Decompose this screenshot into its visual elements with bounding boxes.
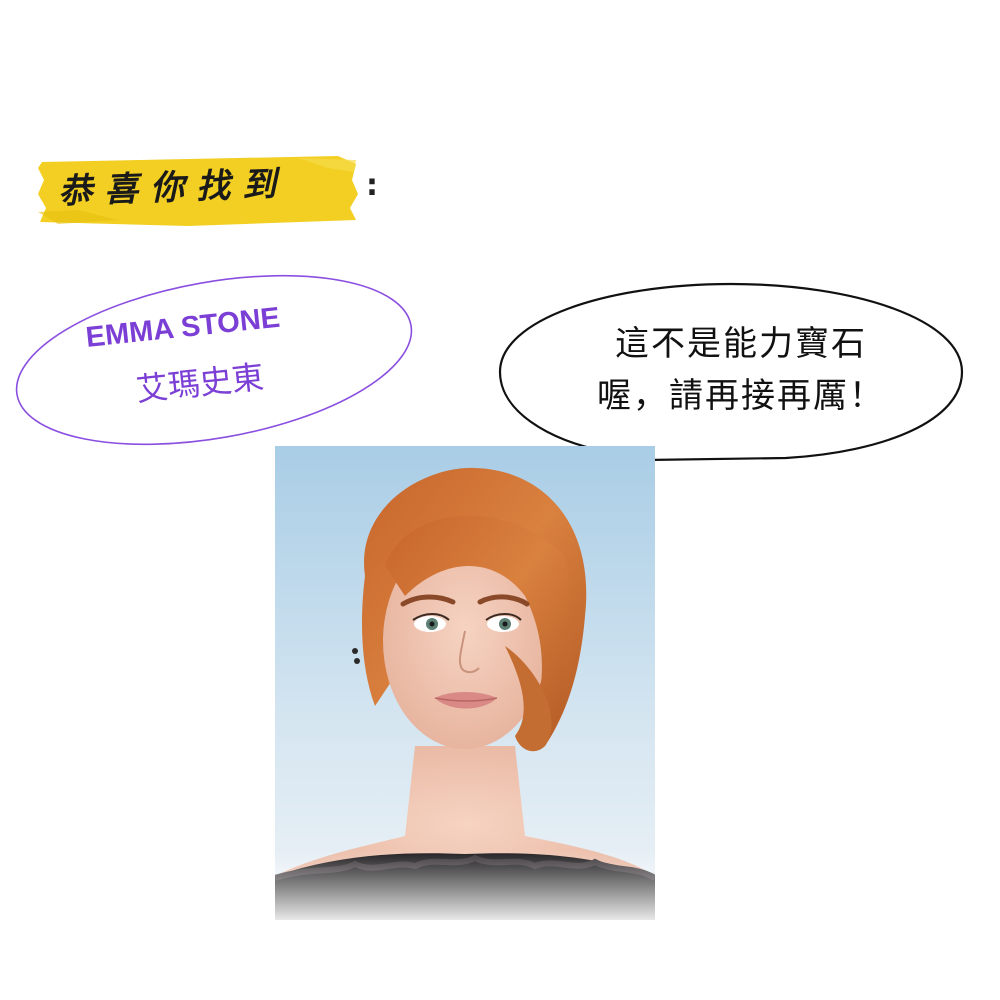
speech-line-1: 這不是能力寶石 <box>615 324 867 364</box>
title-colon: : <box>366 168 378 203</box>
page-title: 恭喜你找到 <box>57 163 289 212</box>
speech-line-2: 喔，請再接再厲！ <box>597 376 885 416</box>
name-ellipse-outline <box>15 274 413 446</box>
speech-bubble-text: 這不是能力寶石 喔，請再接再厲！ <box>576 318 906 422</box>
title-highlight <box>38 150 358 228</box>
portrait-illustration <box>275 446 655 920</box>
portrait-photo <box>275 446 655 920</box>
highlighter-stroke <box>38 156 358 226</box>
speech-bubble <box>498 282 964 482</box>
